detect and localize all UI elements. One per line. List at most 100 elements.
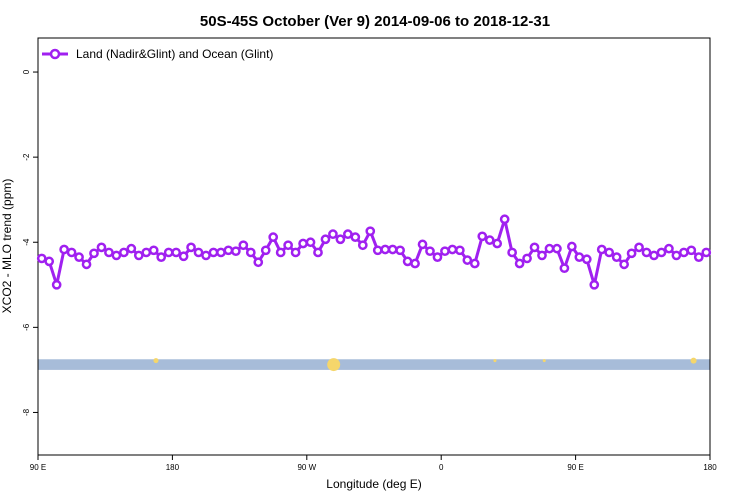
data-point-32 — [275, 247, 286, 258]
chart-title: 50S-45S October (Ver 9) 2014-09-06 to 20… — [200, 13, 550, 30]
data-point-15 — [148, 245, 159, 256]
series-group — [36, 214, 712, 290]
data-point-31 — [268, 232, 279, 242]
data-point-8 — [96, 242, 107, 253]
x-tick-label-5: 180 — [703, 463, 717, 472]
data-point-16 — [156, 252, 167, 262]
data-point-47 — [387, 244, 398, 255]
band-marker-0 — [153, 358, 159, 364]
data-point-20 — [186, 242, 196, 253]
data-point-55 — [447, 244, 458, 255]
data-point-19 — [178, 251, 189, 262]
data-point-40 — [335, 234, 346, 245]
data-point-75 — [596, 244, 607, 255]
data-point-39 — [328, 229, 338, 240]
data-point-61 — [492, 238, 503, 249]
data-point-85 — [671, 250, 682, 261]
x-tick-label-2: 90 W — [297, 463, 316, 472]
data-point-70 — [559, 263, 570, 274]
data-point-45 — [372, 245, 383, 256]
data-point-74 — [589, 279, 600, 290]
y-tick-label-2: -4 — [22, 238, 31, 246]
data-point-38 — [320, 234, 331, 245]
y-tick-label-4: -8 — [22, 408, 31, 416]
data-point-87 — [686, 245, 697, 256]
band-marker-1 — [327, 358, 341, 372]
data-point-21 — [193, 247, 204, 258]
data-point-80 — [634, 242, 644, 253]
data-point-63 — [507, 247, 517, 258]
data-point-33 — [283, 240, 293, 251]
data-point-10 — [111, 250, 122, 261]
data-point-35 — [298, 238, 308, 249]
data-point-11 — [119, 247, 129, 258]
data-point-71 — [567, 241, 577, 252]
data-point-66 — [529, 242, 540, 253]
data-point-50 — [410, 258, 420, 269]
x-axis: 90 E 180 90 W 0 90 E 180 — [30, 455, 717, 472]
data-point-49 — [402, 256, 413, 267]
x-axis-label: Longitude (deg E) — [326, 477, 421, 491]
data-point-73 — [581, 254, 592, 265]
band-group — [38, 357, 710, 372]
data-point-12 — [126, 243, 137, 254]
data-point-58 — [469, 258, 480, 269]
data-point-65 — [522, 253, 532, 264]
data-point-44 — [365, 226, 376, 237]
data-point-68 — [544, 243, 555, 254]
data-point-0 — [36, 253, 47, 264]
y-axis-label: XCO2 - MLO trend (ppm) — [0, 179, 14, 314]
data-point-14 — [141, 247, 152, 258]
data-point-76 — [604, 247, 615, 258]
data-point-54 — [440, 246, 450, 257]
legend-marker — [49, 48, 61, 60]
data-point-2 — [51, 279, 62, 290]
data-point-24 — [216, 247, 226, 258]
data-point-82 — [649, 250, 659, 261]
data-point-88 — [693, 252, 704, 262]
band-marker-3 — [542, 359, 546, 363]
data-point-57 — [462, 255, 473, 265]
data-point-36 — [305, 237, 316, 248]
band-marker-2 — [493, 359, 497, 363]
data-point-7 — [89, 248, 99, 259]
data-point-78 — [619, 259, 629, 270]
data-point-53 — [432, 252, 443, 262]
data-point-60 — [484, 235, 495, 245]
data-point-72 — [574, 252, 585, 262]
data-point-26 — [231, 246, 241, 257]
x-tick-label-0: 90 E — [30, 463, 46, 472]
data-point-64 — [514, 258, 525, 269]
data-point-17 — [163, 247, 174, 258]
data-point-5 — [74, 252, 84, 262]
data-point-67 — [537, 250, 547, 261]
data-point-29 — [253, 257, 264, 268]
data-point-18 — [171, 247, 181, 258]
data-point-23 — [208, 247, 219, 258]
legend: Land (Nadir&Glint) and Ocean (Glint) — [42, 47, 273, 61]
y-tick-label-3: -6 — [22, 323, 31, 331]
data-point-4 — [66, 247, 77, 258]
plot-frame — [37, 37, 711, 456]
x-tick-label-1: 180 — [166, 463, 180, 472]
data-point-84 — [664, 243, 674, 254]
legend-label: Land (Nadir&Glint) and Ocean (Glint) — [76, 47, 273, 61]
x-tick-label-3: 0 — [439, 463, 444, 472]
data-point-62 — [499, 214, 510, 225]
y-tick-label-0: 0 — [22, 69, 31, 74]
data-point-89 — [701, 247, 712, 258]
data-point-6 — [81, 259, 92, 270]
data-point-1 — [44, 256, 55, 267]
data-point-83 — [656, 247, 667, 258]
data-point-9 — [104, 247, 114, 258]
coverage-band — [38, 359, 710, 370]
data-point-48 — [395, 245, 405, 256]
data-point-37 — [313, 247, 323, 258]
data-point-42 — [350, 232, 361, 242]
data-point-30 — [260, 245, 271, 256]
data-point-27 — [238, 240, 249, 251]
data-point-13 — [133, 250, 144, 261]
data-point-43 — [357, 240, 368, 251]
data-point-28 — [245, 247, 256, 258]
